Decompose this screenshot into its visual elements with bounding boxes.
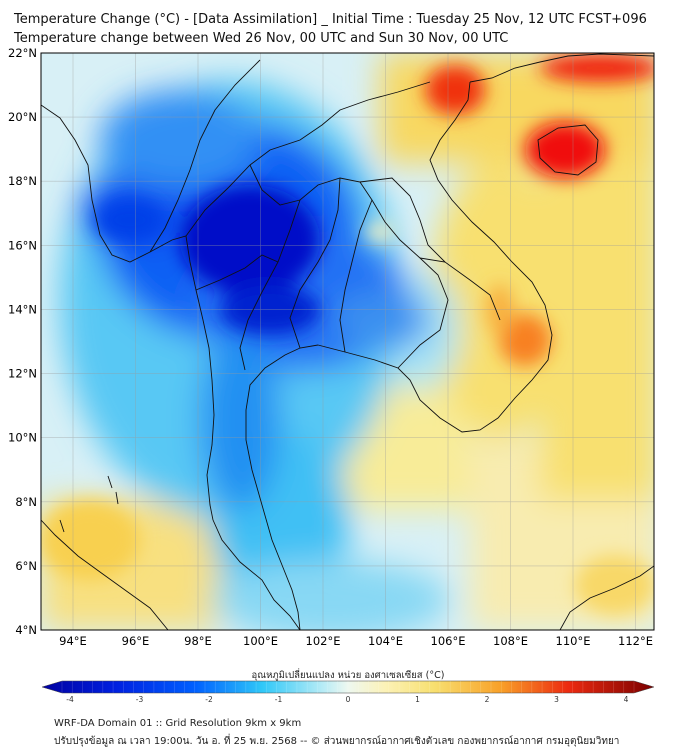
latitude-label: 6°N [15,559,37,573]
colorbar-tick-label: 1 [415,695,420,704]
latitude-label: 16°N [8,238,37,252]
colorbar-tick-label: -4 [66,695,74,704]
latitude-label: 14°N [8,302,37,316]
longitude-label: 102°E [306,634,341,648]
longitude-label: 106°E [431,634,466,648]
temperature-field [41,53,654,630]
latitude-label: 4°N [15,623,37,637]
footer-credit: ปรับปรุงข้อมูล ณ เวลา 19:00น. วัน อ. ที่… [54,736,620,747]
longitude-label: 100°E [243,634,278,648]
latitude-labels: 22°N 20°N 18°N 16°N 14°N 12°N 10°N 8°N 6°N 4°N [8,46,37,637]
coastlines-borders [41,53,654,630]
map-subtitle: Temperature change between Wed 26 Nov, 0… [14,31,509,46]
longitude-label: 104°E [368,634,403,648]
latitude-label: 10°N [8,431,37,445]
colorbar [41,680,655,694]
latitude-label: 20°N [8,110,37,124]
longitude-labels: 94°E 96°E 98°E 100°E 102°E 104°E 106°E 108°E 110… [59,634,653,648]
colorbar-tick-label: 2 [485,695,490,704]
colorbar-tick-label: 4 [624,695,629,704]
colorbar-tick-label: -3 [136,695,144,704]
map-title: Temperature Change (°C) - [Data Assimila… [14,12,647,27]
latitude-label: 18°N [8,174,37,188]
latitude-label: 8°N [15,495,37,509]
colorbar-tick-label: 3 [554,695,559,704]
longitude-label: 96°E [122,634,150,648]
colorbar-tick-label: 0 [346,695,351,704]
longitude-label: 110°E [556,634,591,648]
footer-model-info: WRF-DA Domain 01 :: Grid Resolution 9km … [54,718,302,729]
latitude-label: 12°N [8,367,37,381]
map-frame [40,52,655,631]
colorbar-tick-label: -1 [275,695,283,704]
latitude-label: 22°N [8,46,37,60]
longitude-label: 98°E [184,634,212,648]
longitude-label: 112°E [618,634,653,648]
colorbar-ticks: -4 -3 -2 -1 0 1 2 3 4 [61,681,635,704]
longitude-label: 94°E [59,634,87,648]
colorbar-label: อุณหภูมิเปลี่ยนแปลง หน่วย องศาเซลเซียส (… [252,668,445,681]
longitude-label: 108°E [493,634,528,648]
graticule [41,52,654,631]
colorbar-tick-label: -2 [205,695,213,704]
